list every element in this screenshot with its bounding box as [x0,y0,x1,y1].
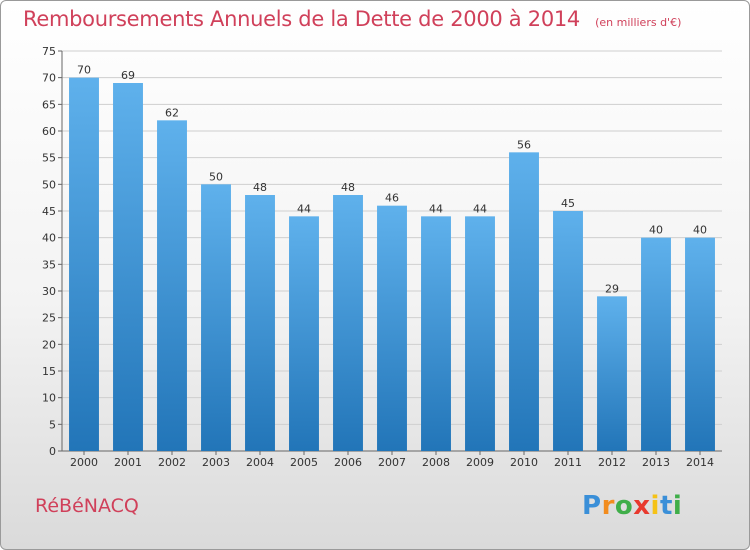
bar [69,77,99,452]
value-label: 44 [297,202,311,215]
y-tick-label: 60 [42,125,56,138]
logo-letter: i [650,491,660,521]
y-tick-label: 20 [42,338,56,351]
y-tick-label: 0 [49,445,56,458]
unit-note: (en milliers d'€) [595,16,682,29]
x-tick-label: 2006 [334,456,362,469]
value-label: 69 [121,69,135,82]
y-tick-label: 15 [42,365,56,378]
y-tick-label: 10 [42,392,56,405]
value-label: 46 [385,192,399,205]
x-tick-label: 2014 [686,456,714,469]
x-tick-label: 2003 [202,456,230,469]
proxiti-logo: Proxiti [582,491,682,521]
logo-letter: r [601,491,615,521]
value-label: 40 [693,224,707,237]
logo-letter: i [672,491,683,521]
value-label: 62 [165,106,179,119]
bar [289,216,319,451]
y-tick-label: 45 [42,205,56,218]
y-tick-label: 65 [42,98,56,111]
y-tick-label: 40 [42,232,56,245]
value-label: 45 [561,197,575,210]
bar [641,237,671,451]
value-label: 44 [473,202,487,215]
x-tick-label: 2011 [554,456,582,469]
value-label: 29 [605,282,619,295]
y-tick-label: 70 [42,72,56,85]
x-tick-label: 2000 [70,456,98,469]
title-text: Remboursements Annuels de la Dette de 20… [23,7,580,31]
city-name: RéBéNACQ [35,495,139,517]
y-tick-label: 75 [42,45,56,58]
bar [509,152,539,452]
x-tick-label: 2002 [158,456,186,469]
x-tick-label: 2009 [466,456,494,469]
logo-letter: t [659,491,673,521]
bar [421,216,451,451]
bar [333,195,363,451]
bar [377,205,407,451]
x-tick-label: 2008 [422,456,450,469]
bar [157,120,187,451]
value-label: 50 [209,170,223,183]
x-tick-label: 2010 [510,456,538,469]
value-label: 48 [253,181,267,194]
y-tick-label: 50 [42,178,56,191]
bar [553,211,583,451]
x-tick-label: 2001 [114,456,142,469]
bar [465,216,495,451]
logo-letter: P [582,491,602,521]
value-label: 56 [517,138,531,151]
y-tick-label: 5 [49,418,56,431]
logo-letter: x [633,491,651,521]
value-label: 40 [649,224,663,237]
chart-title: Remboursements Annuels de la Dette de 20… [23,7,681,31]
bar [685,237,715,451]
logo-letter: o [614,491,634,521]
x-tick-label: 2013 [642,456,670,469]
y-tick-label: 55 [42,152,56,165]
x-tick-label: 2012 [598,456,626,469]
x-tick-label: 2005 [290,456,318,469]
y-tick-label: 30 [42,285,56,298]
x-tick-label: 2004 [246,456,274,469]
value-label: 70 [77,64,91,77]
y-tick-label: 35 [42,258,56,271]
bar [113,83,143,451]
bar [201,184,231,452]
value-label: 48 [341,181,355,194]
bar [597,296,627,451]
x-tick-label: 2007 [378,456,406,469]
value-label: 44 [429,202,443,215]
bar [245,195,275,451]
y-tick-label: 25 [42,312,56,325]
